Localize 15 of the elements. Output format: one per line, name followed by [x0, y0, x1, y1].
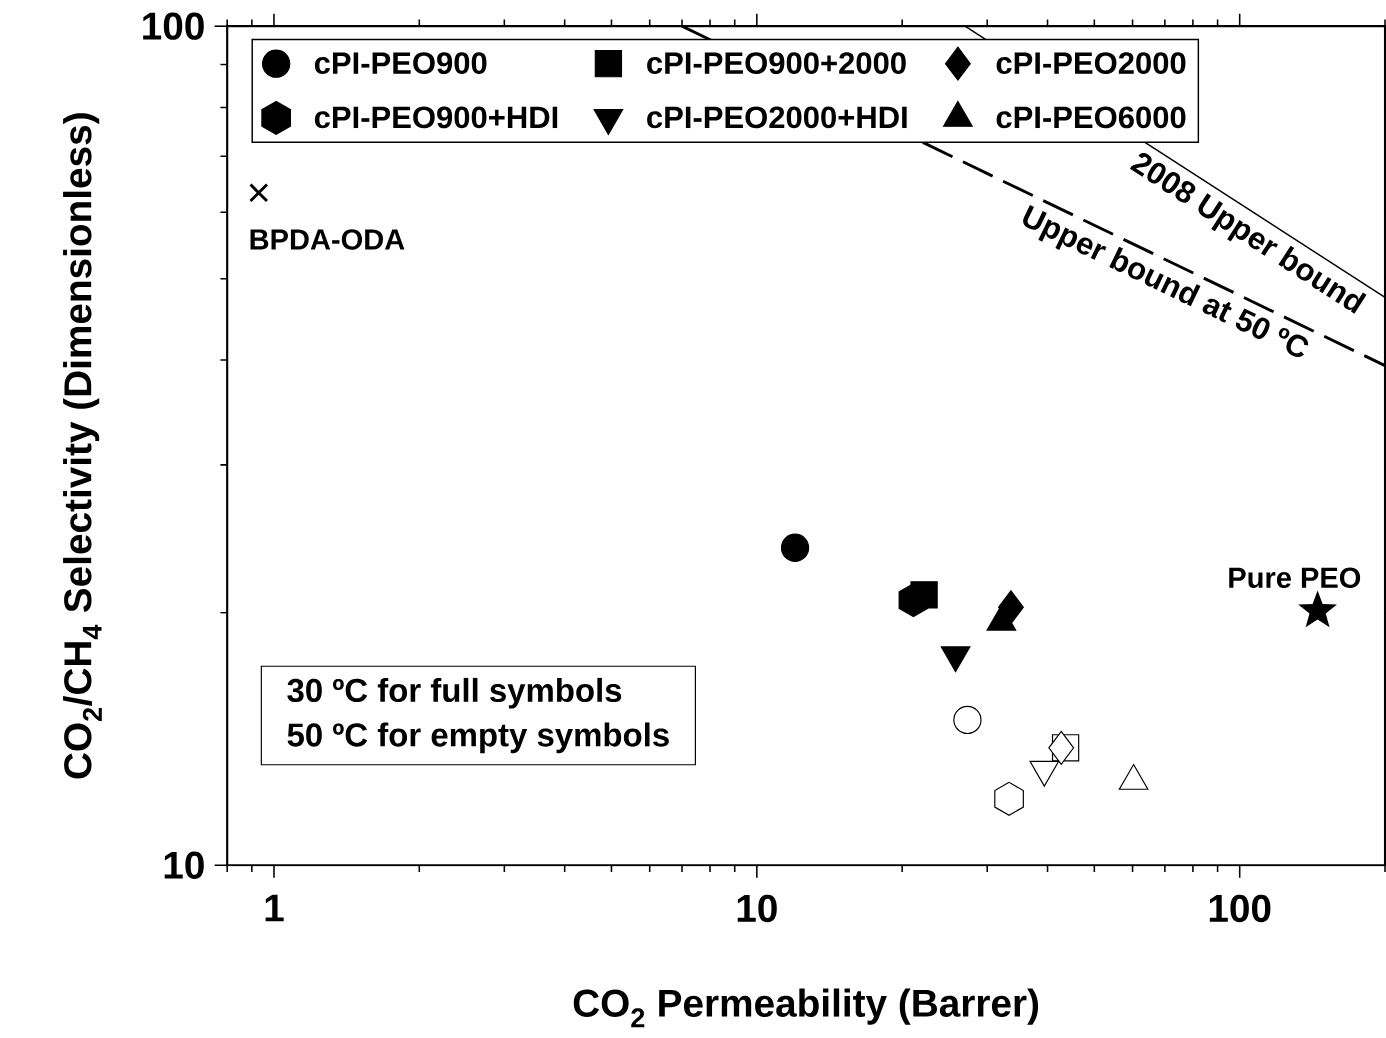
annotation: 30 ºC for full symbols [287, 678, 622, 709]
x-tick-label: 100 [1209, 894, 1271, 923]
legend-label: cPI-PEO900+HDI [314, 106, 558, 129]
legend-label: cPI-PEO2000 [996, 52, 1186, 75]
annotation: BPDA-ODA [250, 229, 405, 250]
annotation: 50 ºC for empty symbols [287, 722, 669, 754]
legend-label: cPI-PEO900 [314, 52, 487, 75]
y-axis-title: CO$_{2}$/CH$_{4}$ Selectivity (Dimensionless) [63, 113, 102, 779]
x-axis-title: CO$_{2}$ Permeability (Barrer) [573, 988, 1039, 1028]
x-tick-label: 1 [265, 894, 284, 922]
legend-label: cPI-PEO900+2000 [647, 52, 906, 75]
x-tick-label: 10 [737, 894, 777, 923]
annotation: Pure PEO [1229, 567, 1361, 589]
legend-label: cPI-PEO6000 [996, 106, 1186, 129]
legend-label: cPI-PEO2000+HDI [647, 106, 907, 129]
